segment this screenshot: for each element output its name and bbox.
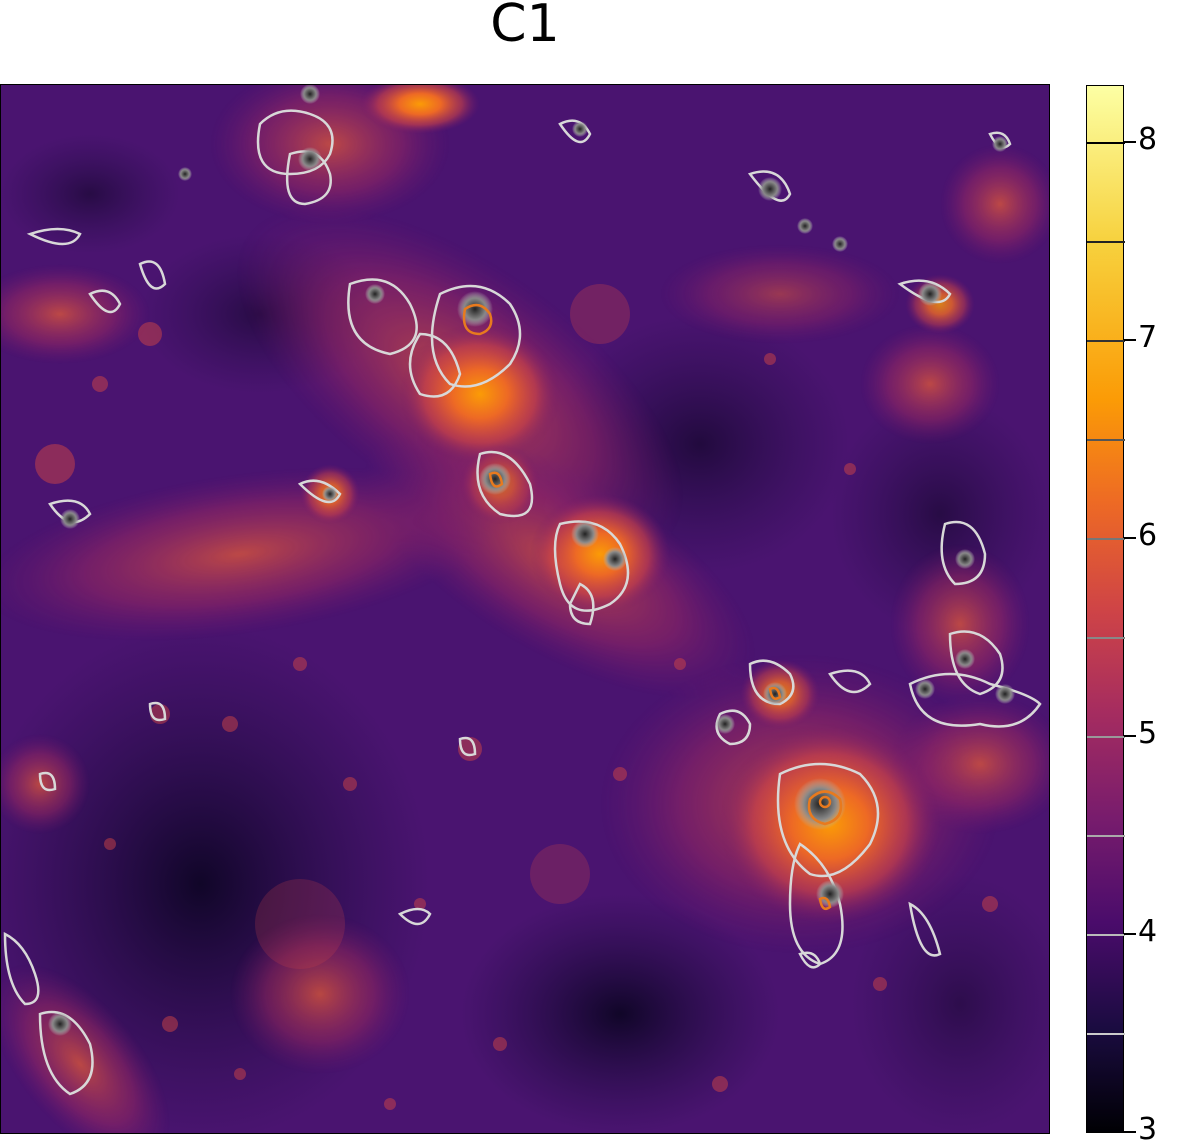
colorbar-tick-label: 7	[1138, 320, 1158, 355]
colorbar-tick-label: 4	[1138, 914, 1158, 949]
contour-tick	[1087, 736, 1125, 738]
map-frame	[0, 84, 1050, 1134]
inner-contours	[462, 303, 843, 910]
contour-tick	[1087, 835, 1125, 837]
contour-tick	[1087, 637, 1125, 639]
colorbar-tick-label: 5	[1138, 716, 1158, 751]
colorbar	[1086, 85, 1125, 1133]
colorbar-tickmark	[1124, 141, 1136, 143]
colorbar-tickmark	[1124, 537, 1136, 539]
colorbar-tick-label: 8	[1138, 122, 1158, 157]
colorbar-tickmark	[1124, 933, 1136, 935]
contour-tick	[1087, 142, 1125, 144]
colorbar-tickmark	[1124, 735, 1136, 737]
contour-tick	[1087, 538, 1125, 540]
contour-tick	[1087, 934, 1125, 936]
colorbar-tick-label: 6	[1138, 518, 1158, 553]
colorbar-tick-label: 3	[1138, 1112, 1158, 1147]
small-halos	[35, 284, 998, 1110]
grey-cores	[48, 84, 1015, 1036]
contour-tick	[1087, 1033, 1125, 1035]
colorbar-tickmark	[1124, 339, 1136, 341]
density-map	[0, 84, 1050, 1134]
contour-tick	[1087, 340, 1125, 342]
contour-tick	[1087, 241, 1125, 243]
plot-title: C1	[490, 0, 560, 54]
density-map-svg	[0, 84, 1050, 1134]
colorbar-tickmark	[1124, 1131, 1136, 1133]
contour-tick	[1087, 439, 1125, 441]
